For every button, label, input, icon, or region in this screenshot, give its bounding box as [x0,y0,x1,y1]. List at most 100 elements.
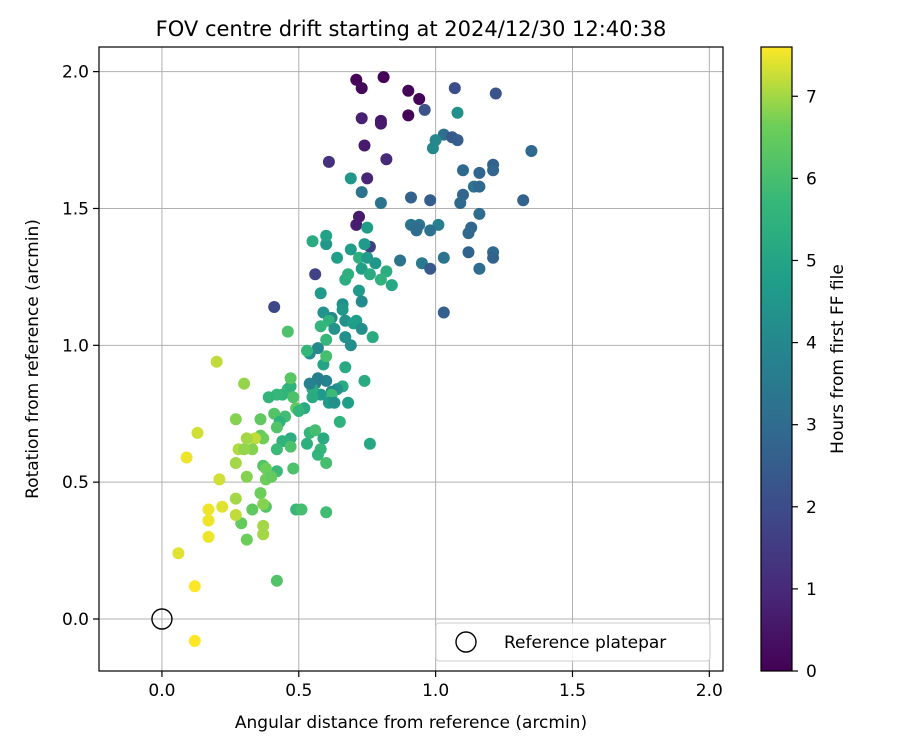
plot-background [99,47,723,671]
scatter-point [320,229,333,242]
scatter-point [320,350,333,363]
scatter-point [306,391,319,404]
colorbar-tick-label: 3 [806,416,817,436]
scatter-point [301,344,313,357]
scatter-point [320,238,333,251]
scatter-point [320,506,333,519]
colorbar-tick-label: 1 [806,580,817,600]
colorbar-gradient [760,46,793,672]
scatter-point [489,87,502,100]
scatter-point [358,238,371,251]
scatter-point [355,322,368,335]
plot-area: 0.0 0.5 1.0 1.5 2.0 0.0 0.5 1.0 1.5 2.0 [62,46,724,701]
scatter-point [320,457,333,469]
scatter-point [355,112,368,125]
scatter-point [462,227,475,240]
scatter-point [309,424,322,437]
scatter-point [361,251,374,264]
scatter-point [257,528,270,541]
scatter-point [374,197,387,209]
scatter-point [229,457,242,469]
scatter-point [366,331,379,344]
scatter-point [270,443,283,456]
legend-marker-reference [455,631,477,653]
scatter-point [380,153,393,166]
scatter-point [342,268,355,281]
scatter-point [402,109,415,122]
scatter-point [317,432,330,445]
scatter-point [284,440,297,453]
scatter-point [309,268,322,281]
scatter-point [202,503,215,516]
y-tick-label: 1.0 [62,336,89,356]
scatter-point [339,361,352,374]
scatter-point [191,426,204,439]
scatter-point [358,374,371,387]
scatter-point [238,377,251,390]
scatter-point [342,396,355,409]
colorbar-tick-label: 2 [806,498,817,518]
scatter-point [374,273,387,286]
scatter-point [284,372,297,385]
scatter-point [216,500,229,513]
scatter-point [410,221,423,234]
scatter-point [353,251,365,264]
scatter-point [462,246,475,259]
scatter-point [374,117,387,130]
scatter-point [322,155,335,168]
legend-label-reference: Reference platepar [504,633,666,653]
scatter-point [363,437,376,450]
scatter-point [328,322,341,335]
x-tick-label: 0.0 [148,681,175,701]
colorbar-tick-label: 0 [806,662,817,682]
scatter-point [473,180,486,193]
scatter-point [377,71,390,84]
scatter-point [487,164,500,177]
scatter-point [454,197,467,209]
scatter-point [320,333,333,346]
scatter-point [287,391,300,404]
colorbar-ticks: 0 1 2 3 4 5 6 7 [792,87,817,682]
scatter-point [284,380,297,393]
scatter-point [254,487,267,500]
scatter-point [306,235,319,248]
scatter-point [344,339,357,352]
scatter-point [281,325,294,338]
scatter-point [331,251,344,264]
scatter-point [246,443,259,456]
scatter-point [424,224,437,237]
x-axis-ticks: 0.0 0.5 1.0 1.5 2.0 [148,671,723,701]
scatter-point [457,164,469,177]
scatter-point [257,519,270,532]
scatter-point [344,172,357,185]
scatter-point [254,413,267,426]
scatter-point [246,503,259,516]
scatter-point [385,279,398,292]
scatter-point [355,186,368,199]
scatter-point [210,355,223,368]
scatter-point [418,103,431,116]
scatter-point [257,432,270,445]
chart-title: FOV centre drift starting at 2024/12/30 … [156,17,667,41]
scatter-point [413,93,426,105]
scatter-point [292,405,305,417]
scatter-point [473,207,486,220]
scatter-point [487,251,500,264]
scatter-point [240,533,253,546]
scatter-point [353,284,365,297]
reference-point-marker [151,608,173,630]
scatter-point [240,432,253,445]
scatter-point [303,377,316,390]
scatter-point [361,221,374,234]
scatter-point [301,437,313,450]
scatter-point [473,166,486,179]
scatter-point [240,470,253,483]
scatter-point [202,514,215,527]
scatter-point [213,473,226,486]
scatter-points [172,71,538,647]
y-tick-label: 2.0 [62,63,89,83]
scatter-point [355,295,368,308]
scatter-point [172,547,185,560]
scatter-point [229,413,242,426]
